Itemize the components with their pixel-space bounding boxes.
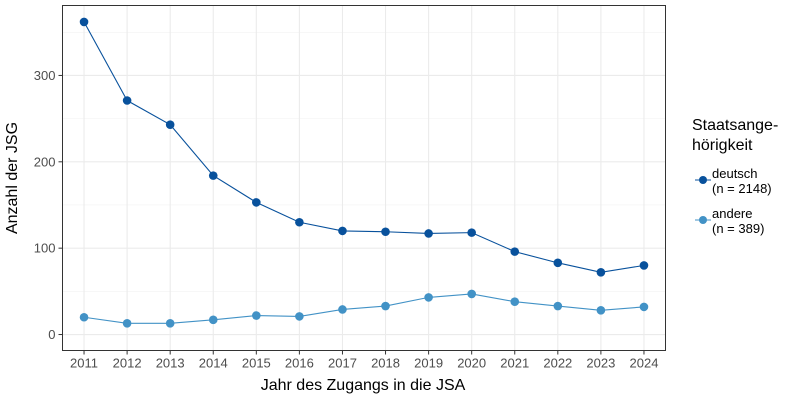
x-axis-label: Jahr des Zugangs in die JSA	[261, 377, 466, 394]
data-point-andere-2021	[510, 297, 520, 307]
x-tick-label: 2020	[457, 356, 486, 371]
x-tick-label: 2024	[630, 356, 659, 371]
x-tick-label: 2019	[414, 356, 443, 371]
data-point-andere-2017	[338, 305, 347, 314]
data-point-andere-2018	[381, 301, 390, 311]
y-tick-label: 0	[48, 327, 55, 342]
series-line-andere	[83, 293, 645, 324]
data-point-deutsch-2017	[338, 226, 347, 236]
data-point-deutsch-2022	[553, 258, 563, 268]
data-point-andere-2020	[467, 289, 476, 299]
y-tick-label: 300	[34, 68, 56, 83]
data-point-deutsch-2015	[252, 198, 261, 207]
y-axis-label: Anzahl der JSG	[4, 122, 21, 234]
data-point-deutsch-2012	[122, 96, 132, 105]
data-point-andere-2022	[553, 301, 563, 311]
data-point-andere-2014	[208, 315, 218, 325]
data-point-andere-2023	[596, 306, 606, 315]
x-tick-label: 2022	[543, 356, 572, 371]
y-axis: 0 100 200 300	[34, 68, 63, 342]
y-tick-label: 100	[34, 241, 56, 256]
x-tick-label: 2015	[242, 356, 271, 371]
grid	[62, 5, 666, 351]
data-point-deutsch-2020	[467, 228, 476, 237]
data-point-deutsch-2023	[596, 268, 606, 277]
legend-label-andere: andere	[712, 206, 752, 221]
x-tick-label: 2017	[328, 356, 357, 371]
x-axis: 2011 2012 2013 2014 2015 2016 2017 2018 2019 2020…	[70, 350, 659, 371]
legend-label-andere-n: (n = 389)	[712, 221, 764, 236]
data-point-andere-2016	[295, 312, 304, 321]
data-point-andere-2015	[252, 311, 261, 320]
x-tick-label: 2011	[70, 356, 98, 371]
data-point-andere-2019	[424, 293, 433, 302]
legend-key-deutsch-point	[699, 176, 707, 184]
data-point-deutsch-2011	[79, 17, 89, 27]
legend-key-andere-point	[699, 216, 707, 224]
data-point-andere-2011	[79, 312, 89, 322]
data-point-deutsch-2016	[295, 217, 304, 227]
x-tick-label: 2016	[285, 356, 314, 371]
legend-label-deutsch-n: (n = 2148)	[712, 181, 772, 196]
data-point-deutsch-2019	[424, 229, 433, 238]
data-point-andere-2013	[165, 318, 175, 328]
series-layer	[79, 17, 649, 328]
x-tick-label: 2021	[500, 356, 529, 371]
x-tick-label: 2018	[371, 356, 400, 371]
legend-label-deutsch: deutsch	[712, 166, 758, 181]
legend-title-line2: hörigkeit	[692, 137, 753, 154]
data-point-deutsch-2021	[510, 247, 520, 256]
x-tick-label: 2023	[586, 356, 615, 371]
data-point-deutsch-2014	[208, 171, 218, 180]
legend-title-line1: Staatsange-	[692, 117, 778, 134]
data-point-andere-2012	[122, 318, 132, 328]
x-tick-label: 2012	[113, 356, 142, 371]
y-tick-label: 200	[34, 154, 56, 169]
data-point-andere-2024	[639, 302, 649, 312]
x-tick-label: 2014	[199, 356, 228, 371]
x-tick-label: 2013	[156, 356, 185, 371]
plot-panel-border	[62, 5, 666, 351]
data-point-deutsch-2018	[381, 227, 390, 237]
legend: Staatsange- hörigkeit deutsch (n = 2148)…	[692, 117, 778, 236]
data-point-deutsch-2024	[639, 261, 649, 270]
series-line-deutsch	[83, 21, 645, 273]
data-point-deutsch-2013	[165, 120, 175, 129]
